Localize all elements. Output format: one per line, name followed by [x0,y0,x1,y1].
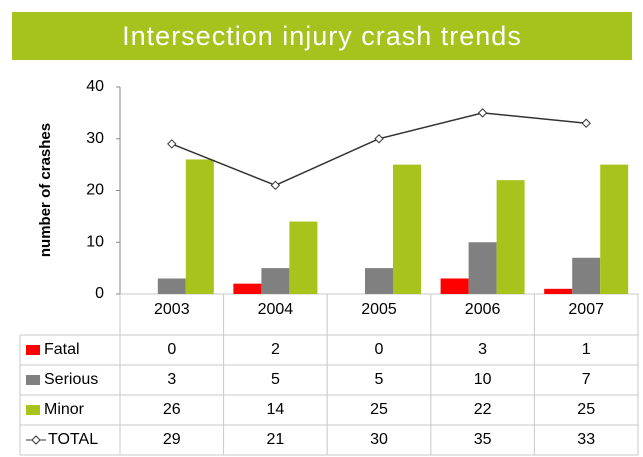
bar [544,288,573,294]
legend-swatch [26,345,40,355]
table-value: 26 [163,401,181,418]
legend-swatch [26,405,40,415]
table-value: 30 [370,431,388,448]
x-tick-label: 2003 [154,301,190,318]
table-value: 25 [370,401,388,418]
legend-label: Minor [44,401,85,418]
table-value: 29 [163,431,181,448]
x-tick-label: 2007 [568,301,604,318]
title-banner [12,12,632,60]
x-tick-label: 2005 [361,301,397,318]
legend-label: Serious [44,371,98,388]
table-value: 1 [582,341,591,358]
total-line [171,112,587,187]
bar [289,221,318,294]
y-tick-label: 20 [86,182,104,199]
table-value: 5 [271,371,280,388]
x-tick-label: 2006 [465,301,501,318]
table-value: 3 [167,371,176,388]
y-axis-title: number of crashes [37,123,54,257]
table-value: 10 [474,371,492,388]
y-tick-label: 0 [95,285,104,302]
bar [468,242,497,294]
total-marker [477,108,488,118]
y-tick-label: 30 [86,130,104,147]
total-marker [270,180,281,191]
bar [185,159,214,294]
bar [496,180,525,294]
table-value: 2 [271,341,280,358]
table-value: 33 [577,431,595,448]
total-marker [167,139,177,149]
bar [365,268,393,294]
x-tick-label: 2004 [258,301,294,318]
bar [600,164,629,294]
total-marker [374,134,384,144]
y-tick-label: 10 [86,233,104,250]
table-value: 25 [577,401,595,418]
table-value: 5 [375,371,384,388]
bar [157,278,186,294]
total-marker [581,118,591,128]
chart-title: Intersection injury crash trends [122,21,522,51]
bar [440,278,469,294]
table-value: 0 [167,341,176,358]
bar [393,164,421,294]
bar [572,257,601,294]
table-value: 3 [478,341,487,358]
bar [261,268,290,294]
legend-marker [31,435,41,445]
table-value: 35 [474,431,492,448]
bar [233,283,262,294]
legend-label: Fatal [44,341,80,358]
table-value: 14 [267,401,285,418]
table-value: 0 [375,341,384,358]
legend-label: TOTAL [48,431,98,448]
y-tick-label: 40 [86,78,104,95]
table-value: 21 [267,431,285,448]
legend-swatch [26,375,40,385]
table-value: 22 [474,401,492,418]
table-value: 7 [582,371,591,388]
